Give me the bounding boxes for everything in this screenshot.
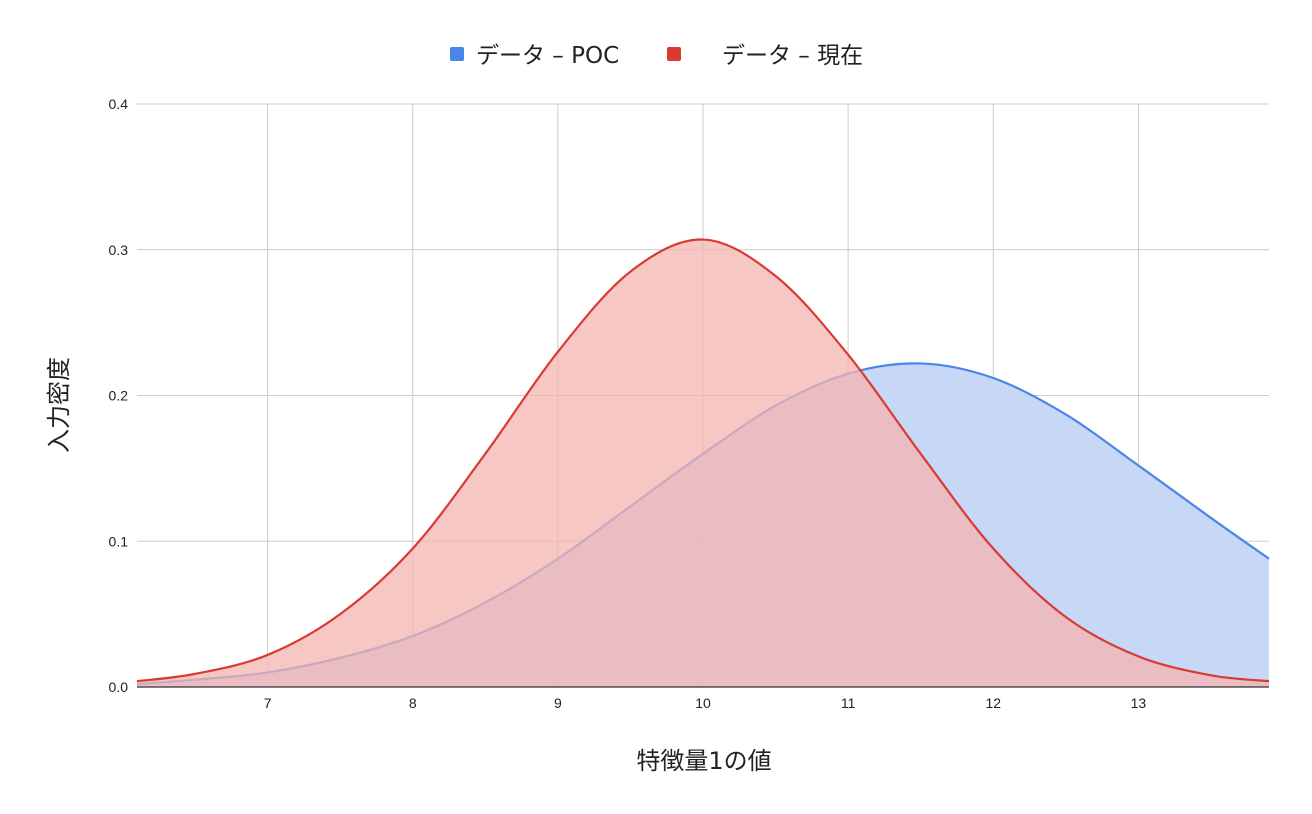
legend-swatch-current bbox=[667, 47, 681, 61]
y-tick-label: 0.4 bbox=[109, 96, 129, 112]
legend: データ – POC データ – 現在 bbox=[450, 43, 863, 69]
area-fill-current bbox=[137, 239, 1269, 687]
legend-item-poc[interactable]: データ – POC bbox=[450, 43, 619, 69]
x-axis-title: 特徴量1の値 bbox=[636, 747, 771, 775]
series-areas bbox=[136, 238, 1270, 687]
x-tick-label: 8 bbox=[409, 695, 417, 711]
series-line-current bbox=[136, 238, 1270, 683]
x-tick-label: 7 bbox=[264, 695, 272, 711]
y-tick-label: 0.2 bbox=[109, 388, 129, 404]
y-axis-title: 入力密度 bbox=[45, 357, 73, 453]
x-tick-label: 9 bbox=[554, 695, 562, 711]
y-tick-label: 0.3 bbox=[109, 242, 129, 258]
legend-swatch-poc bbox=[450, 47, 464, 61]
tick-labels: 0.0 0.1 0.2 0.3 0.4 7 8 9 10 11 12 13 bbox=[109, 96, 1147, 711]
x-tick-label: 12 bbox=[985, 695, 1001, 711]
legend-label-poc: データ – POC bbox=[476, 43, 619, 69]
y-tick-label: 0.1 bbox=[109, 533, 129, 549]
x-tick-label: 13 bbox=[1131, 695, 1147, 711]
legend-label-current: データ – 現在 bbox=[722, 43, 863, 69]
x-tick-label: 10 bbox=[695, 695, 711, 711]
y-tick-label: 0.0 bbox=[109, 679, 129, 695]
x-tick-label: 11 bbox=[841, 695, 856, 711]
legend-item-current[interactable]: データ – 現在 bbox=[667, 43, 863, 69]
